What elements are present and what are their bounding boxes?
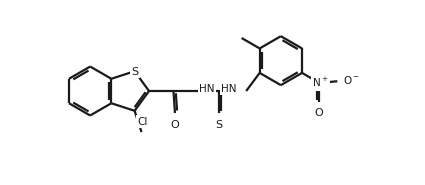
Text: S: S bbox=[215, 120, 222, 130]
Text: Cl: Cl bbox=[137, 117, 147, 127]
Text: O: O bbox=[314, 108, 323, 118]
Text: N$^+$: N$^+$ bbox=[312, 76, 329, 89]
Text: HN: HN bbox=[199, 84, 215, 94]
Text: O: O bbox=[170, 120, 179, 130]
Text: S: S bbox=[131, 67, 138, 77]
Text: HN: HN bbox=[221, 84, 237, 94]
Text: O$^-$: O$^-$ bbox=[343, 74, 360, 86]
